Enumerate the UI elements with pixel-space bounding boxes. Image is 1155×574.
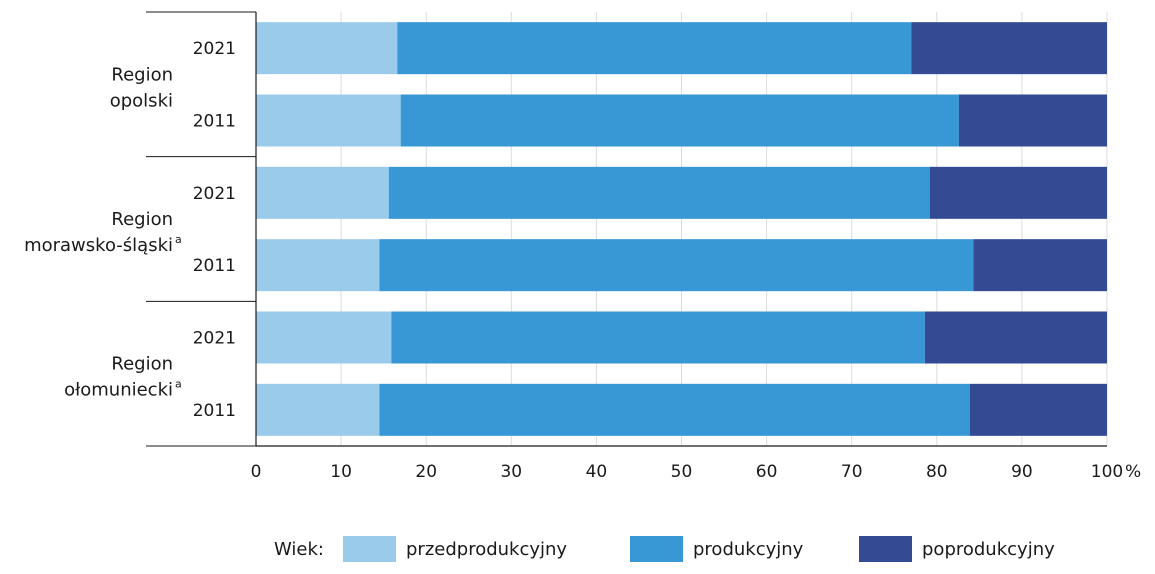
bar-segment-g2-b0-s0 — [256, 311, 392, 364]
x-tick-label: 50 — [671, 462, 693, 482]
region-label: Region ołomuniecki — [64, 354, 173, 401]
x-axis-unit: % — [1125, 462, 1141, 482]
region-label-line: morawsko-śląski — [24, 235, 173, 256]
x-tick-label: 100 — [1091, 462, 1123, 482]
region-label-line: Region — [111, 354, 173, 375]
bar-segment-g2-b0-s2 — [924, 311, 1107, 364]
bar-segment-g1-b0-s0 — [256, 166, 389, 219]
bar-segment-g2-b1-s1 — [379, 383, 970, 436]
bar-segment-g1-b0-s1 — [388, 166, 930, 219]
footnote-marker: a — [175, 378, 182, 391]
x-tick-label: 80 — [926, 462, 948, 482]
x-tick-label: 10 — [330, 462, 352, 482]
legend-label: produkcyjny — [693, 539, 804, 560]
legend-swatch-0 — [343, 536, 396, 562]
year-label: 2011 — [193, 256, 236, 276]
bar-segment-g1-b1-s0 — [256, 239, 380, 292]
region-label: Region opolski — [110, 64, 173, 111]
bar-segment-g0-b1-s0 — [256, 94, 401, 147]
bar-segment-g2-b0-s1 — [391, 311, 925, 364]
x-tick-label: 60 — [756, 462, 778, 482]
bar-segment-g0-b0-s1 — [397, 22, 912, 75]
region-label-line: Region — [111, 209, 173, 230]
region-label-line: ołomuniecki — [64, 380, 173, 401]
bar-segment-g0-b1-s1 — [400, 94, 959, 147]
x-tick-label: 90 — [1011, 462, 1033, 482]
legend-title: Wiek: — [274, 539, 324, 560]
bar-segment-g2-b1-s2 — [969, 383, 1107, 436]
x-tick-label: 0 — [251, 462, 262, 482]
bar-segment-g0-b0-s0 — [256, 22, 398, 75]
region-label: Region morawsko-śląski — [24, 209, 173, 256]
year-label: 2021 — [193, 184, 236, 204]
legend-label: poprodukcyjny — [922, 539, 1055, 560]
year-label: 2011 — [193, 112, 236, 132]
legend-swatch-2 — [859, 536, 912, 562]
year-label: 2021 — [193, 329, 236, 349]
x-tick-label: 20 — [415, 462, 437, 482]
year-label: 2021 — [193, 39, 236, 59]
bar-segment-g2-b1-s0 — [256, 383, 380, 436]
bar-segment-g1-b1-s2 — [973, 239, 1107, 292]
legend-swatch-1 — [630, 536, 683, 562]
x-tick-label: 30 — [500, 462, 522, 482]
year-label: 2011 — [193, 401, 236, 421]
bar-segment-g1-b0-s2 — [929, 166, 1107, 219]
legend-label: przedprodukcyjny — [406, 539, 567, 560]
footnote-marker: a — [175, 233, 182, 246]
x-tick-label: 70 — [841, 462, 863, 482]
bar-segment-g0-b0-s2 — [911, 22, 1107, 75]
bar-segment-g0-b1-s2 — [958, 94, 1107, 147]
region-label-line: opolski — [110, 90, 173, 111]
x-tick-label: 40 — [586, 462, 608, 482]
region-label-line: Region — [111, 64, 173, 85]
bar-segment-g1-b1-s1 — [379, 239, 974, 292]
